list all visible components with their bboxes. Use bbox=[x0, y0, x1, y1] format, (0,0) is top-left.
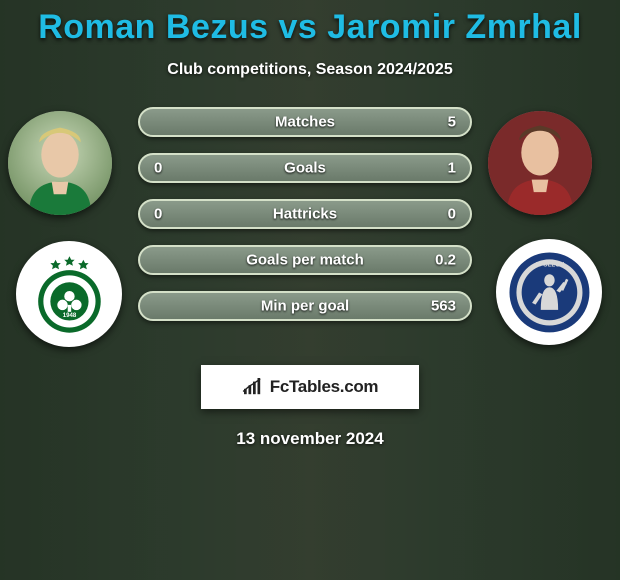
stat-right-value: 5 bbox=[448, 114, 456, 131]
stat-left-value: 0 bbox=[154, 206, 162, 223]
stat-right-value: 563 bbox=[431, 298, 456, 315]
stat-label: Matches bbox=[275, 114, 335, 131]
stat-row: 0 Hattricks 0 bbox=[138, 199, 472, 229]
svg-text:1948: 1948 bbox=[62, 312, 76, 319]
stat-bars: Matches 5 0 Goals 1 0 Hattricks 0 Goals … bbox=[138, 107, 472, 337]
source-badge: FcTables.com bbox=[201, 365, 419, 409]
club-left-badge: 1948 bbox=[16, 241, 122, 347]
stat-label: Goals per match bbox=[246, 252, 364, 269]
stat-label: Min per goal bbox=[261, 298, 349, 315]
stat-row: Goals per match 0.2 bbox=[138, 245, 472, 275]
comparison-title: Roman Bezus vs Jaromir Zmrhal bbox=[0, 0, 620, 47]
comparison-content: 1948 APOLLON Matches 5 0 G bbox=[0, 107, 620, 347]
stat-label: Hattricks bbox=[273, 206, 337, 223]
chart-icon bbox=[242, 378, 264, 396]
stat-row: 0 Goals 1 bbox=[138, 153, 472, 183]
stat-row: Min per goal 563 bbox=[138, 291, 472, 321]
stat-right-value: 1 bbox=[448, 160, 456, 177]
stat-label: Goals bbox=[284, 160, 326, 177]
stat-row: Matches 5 bbox=[138, 107, 472, 137]
comparison-subtitle: Club competitions, Season 2024/2025 bbox=[0, 61, 620, 79]
comparison-date: 13 november 2024 bbox=[0, 429, 620, 449]
svg-text:APOLLON: APOLLON bbox=[534, 261, 564, 268]
player-right-avatar bbox=[488, 111, 592, 215]
stat-right-value: 0 bbox=[448, 206, 456, 223]
stat-right-value: 0.2 bbox=[435, 252, 456, 269]
stat-left-value: 0 bbox=[154, 160, 162, 177]
source-text: FcTables.com bbox=[270, 377, 379, 397]
club-right-badge: APOLLON bbox=[496, 239, 602, 345]
player-left-avatar bbox=[8, 111, 112, 215]
